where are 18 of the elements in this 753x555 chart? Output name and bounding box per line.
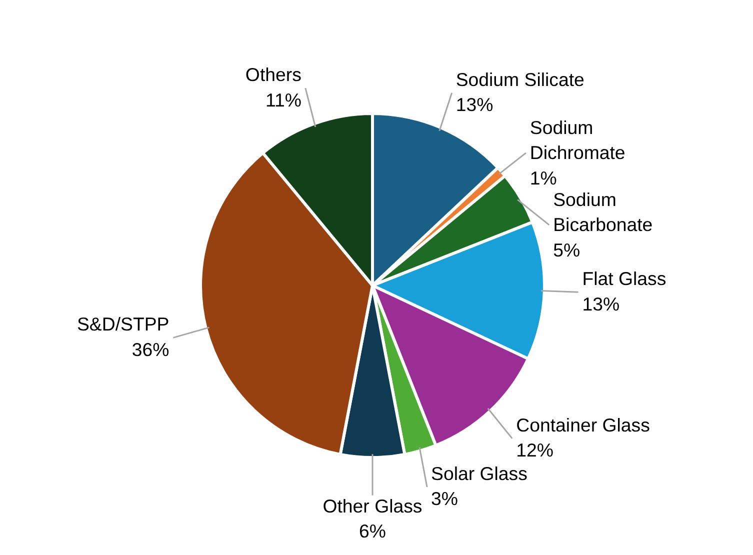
- data-label: 3%: [431, 488, 458, 510]
- data-label: 36%: [132, 338, 170, 360]
- data-label: 6%: [359, 520, 386, 542]
- data-label: 12%: [516, 440, 554, 461]
- slice-label: Container Glass: [516, 414, 650, 436]
- data-label: 1%: [530, 167, 557, 188]
- slice-label: Sodium Dichromate: [530, 116, 626, 164]
- slice-label: Solar Glass: [431, 463, 528, 484]
- slice-label: Flat Glass: [582, 268, 666, 290]
- data-label: 5%: [553, 239, 580, 260]
- slice-label: Sodium Bicarbonate: [553, 188, 653, 236]
- data-label: 13%: [582, 293, 620, 314]
- slice-label: S&D/STPP: [76, 314, 170, 335]
- slice-label: Others: [245, 64, 302, 86]
- data-label: 11%: [265, 89, 302, 110]
- data-label: 13%: [456, 94, 494, 116]
- slice-label: Sodium Silicate: [456, 68, 584, 90]
- slice-label: Other Glass: [322, 495, 422, 516]
